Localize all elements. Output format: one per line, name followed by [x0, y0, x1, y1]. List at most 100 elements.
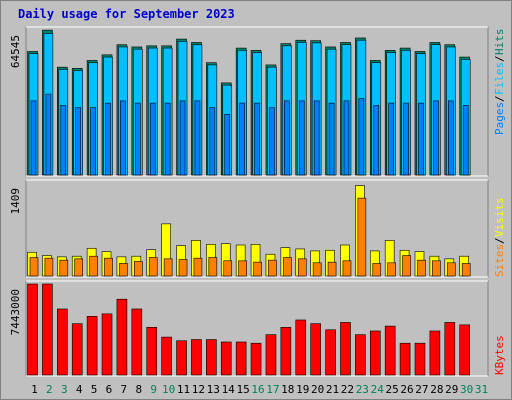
- kbytes-bar-day-23: [355, 334, 366, 376]
- sites-bar-day-16: [253, 261, 262, 277]
- sites-bar-day-1: [29, 257, 39, 277]
- sites-bar-day-3: [59, 259, 69, 277]
- pages-bar-day-12: [194, 100, 201, 176]
- x-tick-label-day-24: 24: [371, 383, 385, 396]
- kbytes-bar-day-28: [429, 330, 441, 376]
- pages-bar-day-24: [373, 105, 380, 176]
- x-tick-label-day-16: 16: [251, 383, 264, 396]
- legend-middle-item-sites: Sites: [493, 244, 506, 277]
- x-tick-label-day-15: 15: [236, 383, 249, 396]
- sites-bar-day-5: [89, 255, 98, 277]
- x-tick-label-day-28: 28: [430, 383, 443, 396]
- kbytes-bar-day-30: [459, 324, 470, 376]
- legend-top-item-files: Files: [493, 62, 506, 95]
- x-tick-label-day-14: 14: [222, 383, 236, 396]
- legend-top-separator-2: /: [493, 55, 506, 62]
- sites-bar-day-13: [208, 257, 218, 277]
- sites-bar-day-23: [357, 197, 367, 277]
- kbytes-bar-day-8: [131, 308, 143, 376]
- sites-bar-day-8: [134, 261, 143, 277]
- panel-2-ymax-label: 1409: [9, 188, 22, 215]
- sites-bar-day-17: [268, 259, 277, 277]
- pages-bar-day-20: [313, 100, 320, 176]
- kbytes-bar-day-21: [325, 329, 336, 376]
- sites-bar-day-24: [372, 263, 382, 277]
- x-tick-label-day-29: 29: [445, 383, 458, 396]
- pages-bar-day-2: [45, 93, 52, 176]
- pages-bar-day-7: [120, 100, 126, 176]
- legend-top-item-hits: Hits: [493, 29, 506, 56]
- x-tick-label-day-23: 23: [356, 383, 369, 396]
- sites-bar-day-30: [461, 263, 471, 277]
- panel-3-ymax-label: 7443000: [9, 289, 22, 335]
- sites-bar-day-7: [119, 263, 128, 277]
- kbytes-bar-day-22: [340, 322, 351, 376]
- pages-bar-day-17: [269, 107, 275, 176]
- sites-bar-day-10: [163, 258, 173, 277]
- pages-bar-day-27: [418, 102, 424, 176]
- sites-bar-day-2: [44, 257, 54, 277]
- kbytes-bar-day-20: [310, 323, 321, 376]
- x-tick-label-day-4: 4: [76, 383, 83, 396]
- sites-bar-day-22: [342, 260, 352, 277]
- panel-1-ymax-label: 64545: [9, 35, 22, 68]
- kbytes-bar-day-11: [176, 340, 187, 376]
- x-tick-label-day-5: 5: [91, 383, 98, 396]
- sites-bar-day-15: [238, 260, 247, 277]
- x-tick-label-day-27: 27: [415, 383, 428, 396]
- x-tick-label-day-6: 6: [106, 383, 113, 396]
- kbytes-bar-day-7: [116, 298, 128, 376]
- sites-bar-day-25: [387, 262, 396, 277]
- sites-bar-day-4: [74, 258, 84, 277]
- pages-bar-day-8: [135, 102, 141, 176]
- pages-bar-day-30: [462, 105, 469, 176]
- pages-bar-day-29: [447, 100, 454, 176]
- x-tick-label-day-22: 22: [341, 383, 354, 396]
- pages-bar-day-13: [209, 107, 216, 176]
- kbytes-bar-day-26: [399, 342, 411, 376]
- legend-top: Pages/Files/Hits: [493, 29, 506, 136]
- sites-bar-day-9: [148, 257, 158, 277]
- pages-bar-day-28: [433, 100, 439, 176]
- pages-bar-day-14: [224, 114, 231, 176]
- kbytes-bar-day-1: [27, 283, 38, 376]
- kbytes-bar-day-2: [42, 283, 53, 376]
- sites-bar-day-27: [417, 259, 426, 277]
- x-tick-label-day-26: 26: [400, 383, 413, 396]
- kbytes-bar-day-16: [250, 342, 262, 376]
- pages-bar-day-1: [30, 100, 37, 176]
- x-tick-label-day-9: 9: [150, 383, 157, 396]
- x-tick-label-day-1: 1: [31, 383, 38, 396]
- sites-bar-day-20: [312, 262, 322, 277]
- pages-bar-day-10: [164, 102, 171, 176]
- x-tick-label-day-20: 20: [311, 383, 324, 396]
- pages-bar-day-22: [343, 100, 350, 176]
- x-tick-label-day-25: 25: [386, 383, 399, 396]
- pages-bar-day-3: [60, 105, 67, 176]
- kbytes-bar-day-6: [101, 313, 113, 376]
- legend-middle-item-visits: Visits: [493, 197, 506, 237]
- x-tick-label-day-21: 21: [326, 383, 339, 396]
- kbytes-bar-day-12: [191, 339, 202, 376]
- legend-middle: Sites/Visits: [493, 197, 506, 277]
- sites-bar-day-28: [432, 260, 441, 277]
- kbytes-bar-day-9: [146, 327, 158, 376]
- pages-bar-day-15: [239, 102, 245, 176]
- x-tick-label-day-18: 18: [281, 383, 294, 396]
- kbytes-bar-day-17: [265, 334, 277, 376]
- kbytes-bar-day-29: [444, 322, 456, 376]
- kbytes-bar-day-5: [86, 316, 98, 376]
- chart-title: Daily usage for September 2023: [18, 7, 235, 21]
- sites-bar-day-14: [223, 260, 233, 277]
- kbytes-bar-day-24: [369, 330, 381, 376]
- pages-bar-day-5: [90, 107, 96, 176]
- kbytes-bar-day-14: [220, 341, 232, 376]
- x-tick-label-day-2: 2: [46, 383, 53, 396]
- sites-bar-day-11: [178, 259, 188, 277]
- sites-bar-day-12: [193, 257, 203, 277]
- pages-bar-day-26: [403, 102, 409, 176]
- pages-bar-day-9: [149, 102, 156, 176]
- pages-bar-day-16: [254, 102, 260, 176]
- kbytes-bar-day-18: [280, 327, 292, 376]
